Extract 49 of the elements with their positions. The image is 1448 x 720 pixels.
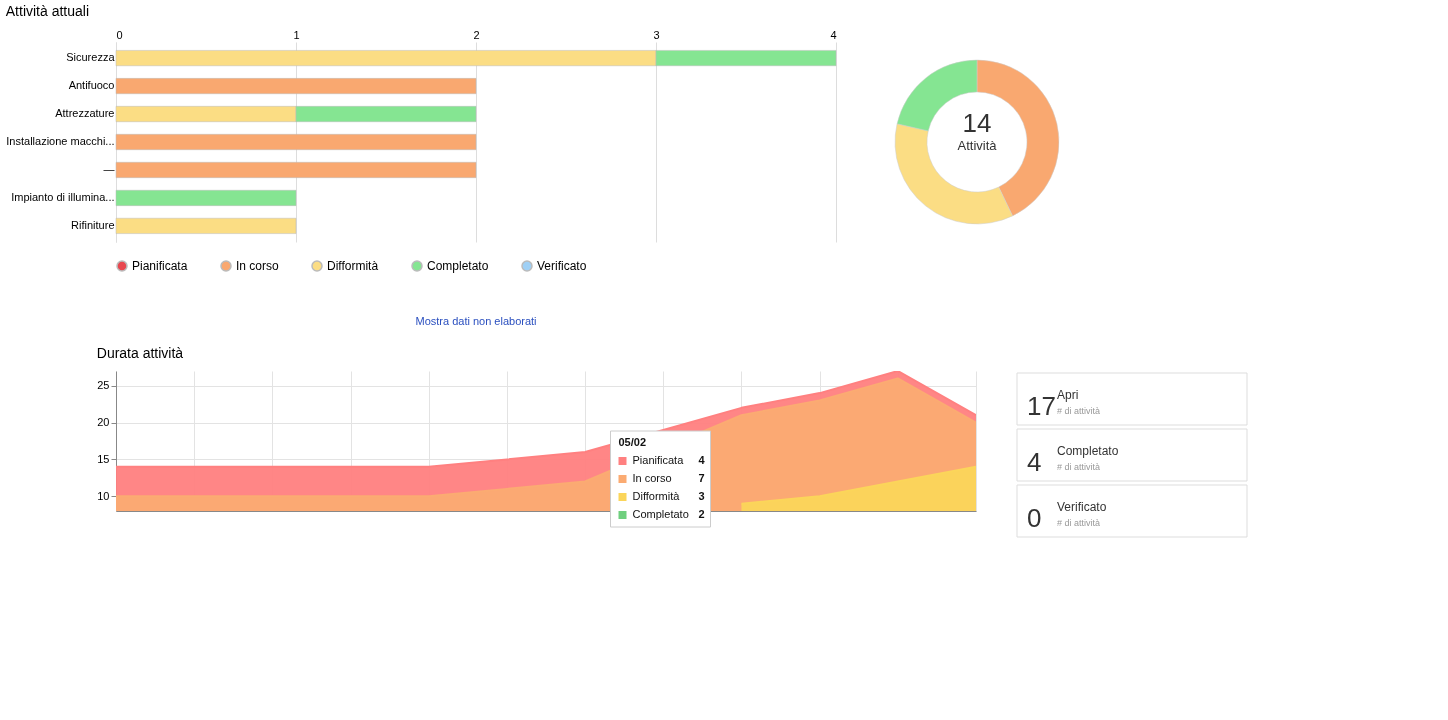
bar [115, 162, 477, 178]
annotation: 4 [698, 454, 706, 466]
y-tick-label: 20 [97, 416, 110, 429]
y-tick-label: Installazione macchi... [6, 135, 115, 147]
text: Apri [1057, 388, 1079, 402]
bar [115, 190, 297, 206]
x-tick-label: 0 [116, 28, 123, 41]
annotation: 05/02 [618, 436, 647, 448]
y-tick-label: 10 [97, 489, 110, 502]
text: Attività [957, 138, 998, 153]
annotation: 3 [698, 490, 705, 502]
legend-label: Difformità [632, 490, 681, 502]
legend-label: Completato [427, 259, 489, 273]
legend-label: Pianificata [632, 454, 685, 466]
x-tick-label: 4 [830, 28, 837, 41]
text: # di attività [1057, 406, 1101, 416]
text: 4 [1027, 447, 1042, 477]
legend-label: Verificato [537, 259, 587, 273]
x-tick-label: 1 [293, 28, 300, 41]
text: Completato [1057, 444, 1119, 458]
bar [115, 134, 477, 150]
annotation: 7 [698, 472, 705, 484]
text: 17 [1027, 391, 1056, 421]
bar [115, 78, 477, 94]
y-tick-label: Rifiniture [71, 218, 115, 231]
y-tick-label: 25 [97, 379, 110, 392]
legend-label: Difformità [327, 259, 379, 273]
x-tick-label: 2 [473, 28, 480, 41]
legend-label: In corso [632, 472, 672, 484]
y-tick-label: Attrezzature [55, 107, 115, 120]
legend-label: In corso [236, 259, 280, 273]
bar [115, 217, 297, 234]
chart-title: Durata attività [96, 345, 184, 361]
y-tick-label: 15 [97, 452, 110, 465]
text: Verificato [1057, 500, 1107, 514]
text: Mostra dati non elaborati [415, 315, 537, 327]
y-tick-label: Impianto di illumina... [11, 190, 115, 203]
text: # di attività [1057, 462, 1101, 472]
text: 0 [1027, 503, 1042, 533]
text: # di attività [1057, 518, 1101, 528]
legend-label: Completato [632, 508, 689, 520]
text: 14 [962, 108, 992, 138]
y-tick-label: Sicurezza [66, 51, 116, 64]
y-tick-label: Antifuoco [68, 79, 115, 92]
legend-label: Pianificata [132, 259, 188, 273]
chart-title: Attività attuali [5, 3, 90, 19]
annotation: 2 [698, 508, 705, 520]
y-tick-label: — [103, 162, 115, 175]
x-tick-label: 3 [653, 28, 660, 41]
